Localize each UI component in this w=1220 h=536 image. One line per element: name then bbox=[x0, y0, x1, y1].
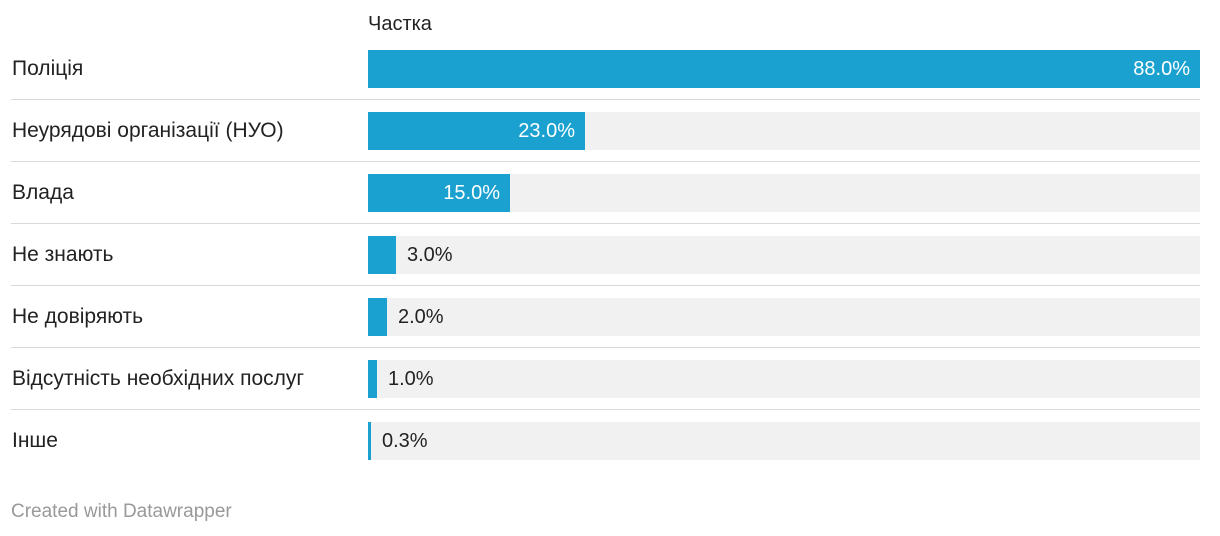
bar bbox=[368, 112, 585, 150]
value-label: 0.3% bbox=[382, 430, 428, 452]
column-header: Частка bbox=[368, 13, 432, 35]
bar-row: Інше 0.3% bbox=[0, 422, 1220, 484]
bar-row: Поліція 88.0% bbox=[0, 50, 1220, 112]
category-label: Не довіряють bbox=[12, 305, 144, 328]
row-divider bbox=[11, 99, 1200, 100]
value-label: 2.0% bbox=[398, 306, 444, 328]
bar-row: Не знають 3.0% bbox=[0, 236, 1220, 298]
category-label: Неурядові організації (НУО) bbox=[12, 119, 284, 142]
bar bbox=[368, 298, 387, 336]
bar-track: 2.0% bbox=[368, 298, 1200, 336]
category-label: Відсутність необхідних послуг bbox=[12, 367, 305, 390]
bar bbox=[368, 50, 1200, 88]
bar bbox=[368, 360, 377, 398]
row-divider bbox=[11, 223, 1200, 224]
bar-track: 23.0% bbox=[368, 112, 1200, 150]
row-divider bbox=[11, 347, 1200, 348]
value-label: 15.0% bbox=[443, 182, 500, 204]
value-label: 23.0% bbox=[518, 120, 575, 142]
bar-track: 15.0% bbox=[368, 174, 1200, 212]
bar bbox=[368, 422, 371, 460]
bar-row: Не довіряють 2.0% bbox=[0, 298, 1220, 360]
value-label: 1.0% bbox=[388, 368, 434, 390]
row-divider bbox=[11, 161, 1200, 162]
category-label: Поліція bbox=[12, 57, 84, 80]
bar bbox=[368, 174, 510, 212]
bar-track: 3.0% bbox=[368, 236, 1200, 274]
row-divider bbox=[11, 285, 1200, 286]
value-label: 3.0% bbox=[407, 244, 453, 266]
bar-row: Неурядові організації (НУО) 23.0% bbox=[0, 112, 1220, 174]
datawrapper-credit: Created with Datawrapper bbox=[11, 501, 232, 522]
bar-track: 88.0% bbox=[368, 50, 1200, 88]
category-label: Інше bbox=[12, 429, 58, 452]
bar-track: 1.0% bbox=[368, 360, 1200, 398]
row-divider bbox=[11, 409, 1200, 410]
bar-row: Відсутність необхідних послуг 1.0% bbox=[0, 360, 1220, 422]
value-label: 88.0% bbox=[1133, 58, 1190, 80]
bar-row: Влада 15.0% bbox=[0, 174, 1220, 236]
category-label: Влада bbox=[12, 181, 74, 204]
bar-track: 0.3% bbox=[368, 422, 1200, 460]
category-label: Не знають bbox=[12, 243, 114, 266]
bar bbox=[368, 236, 396, 274]
